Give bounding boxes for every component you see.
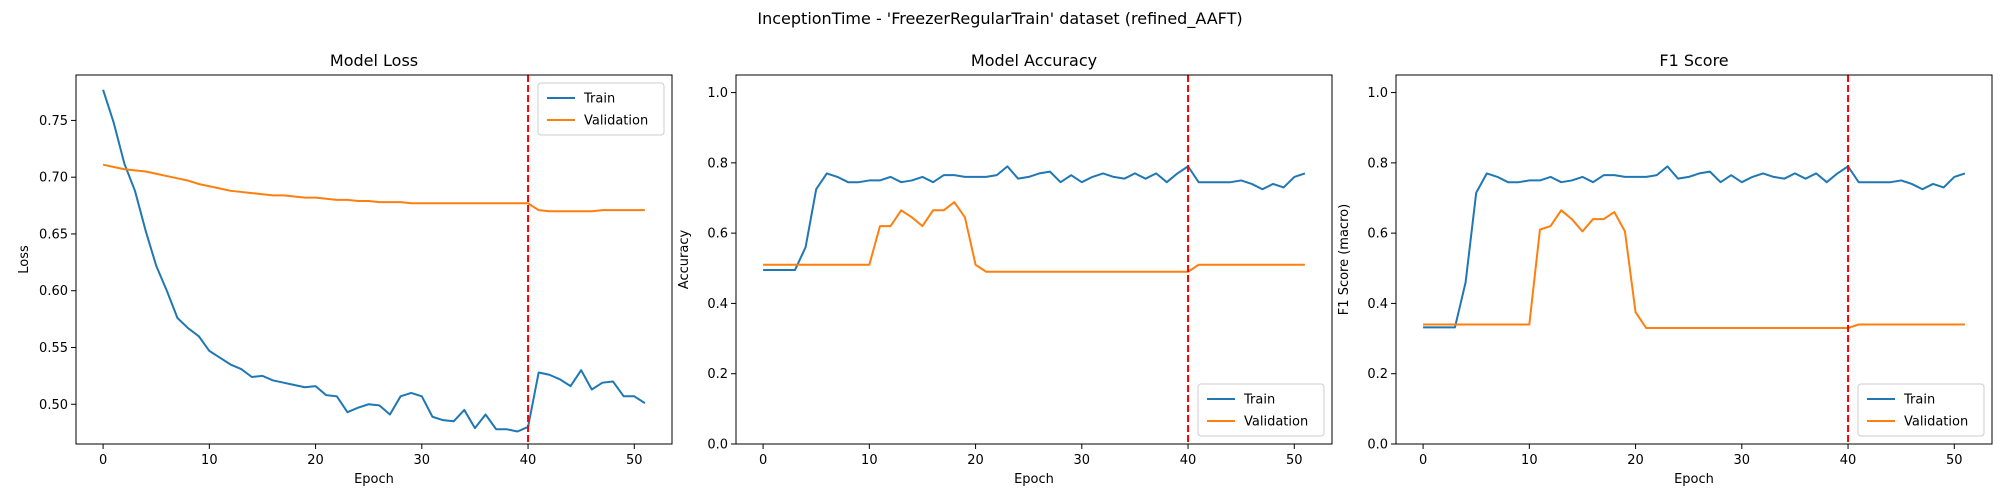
chart-title: Model Loss [330, 51, 418, 70]
x-tick-label: 20 [967, 453, 984, 468]
axes-frame [1395, 74, 1993, 445]
y-tick-label: 0.0 [1367, 438, 1388, 453]
y-tick-label: 0.6 [707, 227, 728, 242]
x-tick-label: 0 [99, 453, 107, 468]
legend-label-train: Train [583, 92, 615, 107]
x-tick-label: 40 [520, 453, 537, 468]
axes-frame [75, 74, 673, 445]
legend-box [537, 82, 665, 136]
legend-label-validation: Validation [1904, 415, 1968, 430]
y-axis-label: Accuracy [677, 230, 692, 290]
legend: Train Validation [537, 82, 665, 136]
y-tick-label: 0.4 [707, 297, 728, 312]
axes-frame [735, 74, 1333, 445]
legend-box [1857, 383, 1985, 437]
series-line-validation [763, 201, 1305, 273]
chart-panel-1: Model Loss 0 10 20 30 40 50 0.50 0.55 0.60 0.65 0.7… [17, 51, 673, 487]
series-line-train [1423, 165, 1966, 329]
y-tick-label: 0.75 [39, 114, 68, 129]
chart-panel-3: F1 Score 0 10 20 30 40 50 0.0 0.2 0.4 0.6 0.8 1.0 Epo… [1337, 51, 1993, 487]
y-axis-label: F1 Score (macro) [1337, 204, 1352, 315]
y-tick-label: 0.60 [39, 284, 68, 299]
series-line-validation [1423, 209, 1965, 330]
x-axis-label: Epoch [1674, 472, 1714, 487]
x-tick-label: 40 [1180, 453, 1197, 468]
y-tick-label: 0.55 [39, 341, 68, 356]
plot-area [763, 75, 1306, 444]
legend-label-train: Train [1903, 393, 1935, 408]
series-line-train [102, 89, 646, 433]
y-tick-label: 0.65 [39, 227, 68, 242]
x-tick-label: 20 [1627, 453, 1644, 468]
y-tick-label: 0.2 [1367, 367, 1388, 382]
legend-box [1197, 383, 1325, 437]
series-line-train [763, 165, 1306, 272]
x-tick-label: 30 [414, 453, 431, 468]
legend-label-validation: Validation [1244, 415, 1308, 430]
x-tick-label: 20 [307, 453, 324, 468]
y-tick-label: 1.0 [707, 86, 728, 101]
legend: Train Validation [1857, 383, 1985, 437]
legend-label-validation: Validation [584, 114, 648, 129]
legend: Train Validation [1197, 383, 1325, 437]
x-tick-label: 0 [1419, 453, 1427, 468]
y-tick-label: 1.0 [1367, 86, 1388, 101]
series-line-validation [102, 163, 645, 213]
y-tick-label: 0.4 [1367, 297, 1388, 312]
y-tick-label: 0.8 [707, 156, 728, 171]
x-axis-label: Epoch [1014, 472, 1054, 487]
figure-title: InceptionTime - 'FreezerRegularTrain' da… [757, 9, 1242, 29]
y-tick-label: 0.70 [39, 171, 68, 186]
legend-label-train: Train [1243, 393, 1275, 408]
plot-area [102, 75, 646, 444]
x-tick-label: 40 [1840, 453, 1857, 468]
x-tick-label: 30 [1074, 453, 1091, 468]
x-axis-label: Epoch [354, 472, 394, 487]
y-tick-label: 0.8 [1367, 156, 1388, 171]
x-tick-label: 0 [759, 453, 767, 468]
x-tick-label: 10 [201, 453, 218, 468]
plot-area [1423, 75, 1966, 444]
x-tick-label: 10 [861, 453, 878, 468]
x-tick-label: 30 [1734, 453, 1751, 468]
x-tick-label: 50 [1946, 453, 1963, 468]
chart-title: F1 Score [1659, 51, 1728, 70]
y-tick-label: 0.50 [39, 398, 68, 413]
y-tick-label: 0.0 [707, 438, 728, 453]
chart-panel-2: Model Accuracy 0 10 20 30 40 50 0.0 0.2 0.4 0.6 0.8… [677, 51, 1333, 487]
chart-title: Model Accuracy [971, 51, 1097, 70]
y-tick-label: 0.2 [707, 367, 728, 382]
x-tick-label: 10 [1521, 453, 1538, 468]
y-axis-label: Loss [17, 245, 32, 274]
x-tick-label: 50 [1286, 453, 1303, 468]
x-tick-label: 50 [626, 453, 643, 468]
y-tick-label: 0.6 [1367, 227, 1388, 242]
